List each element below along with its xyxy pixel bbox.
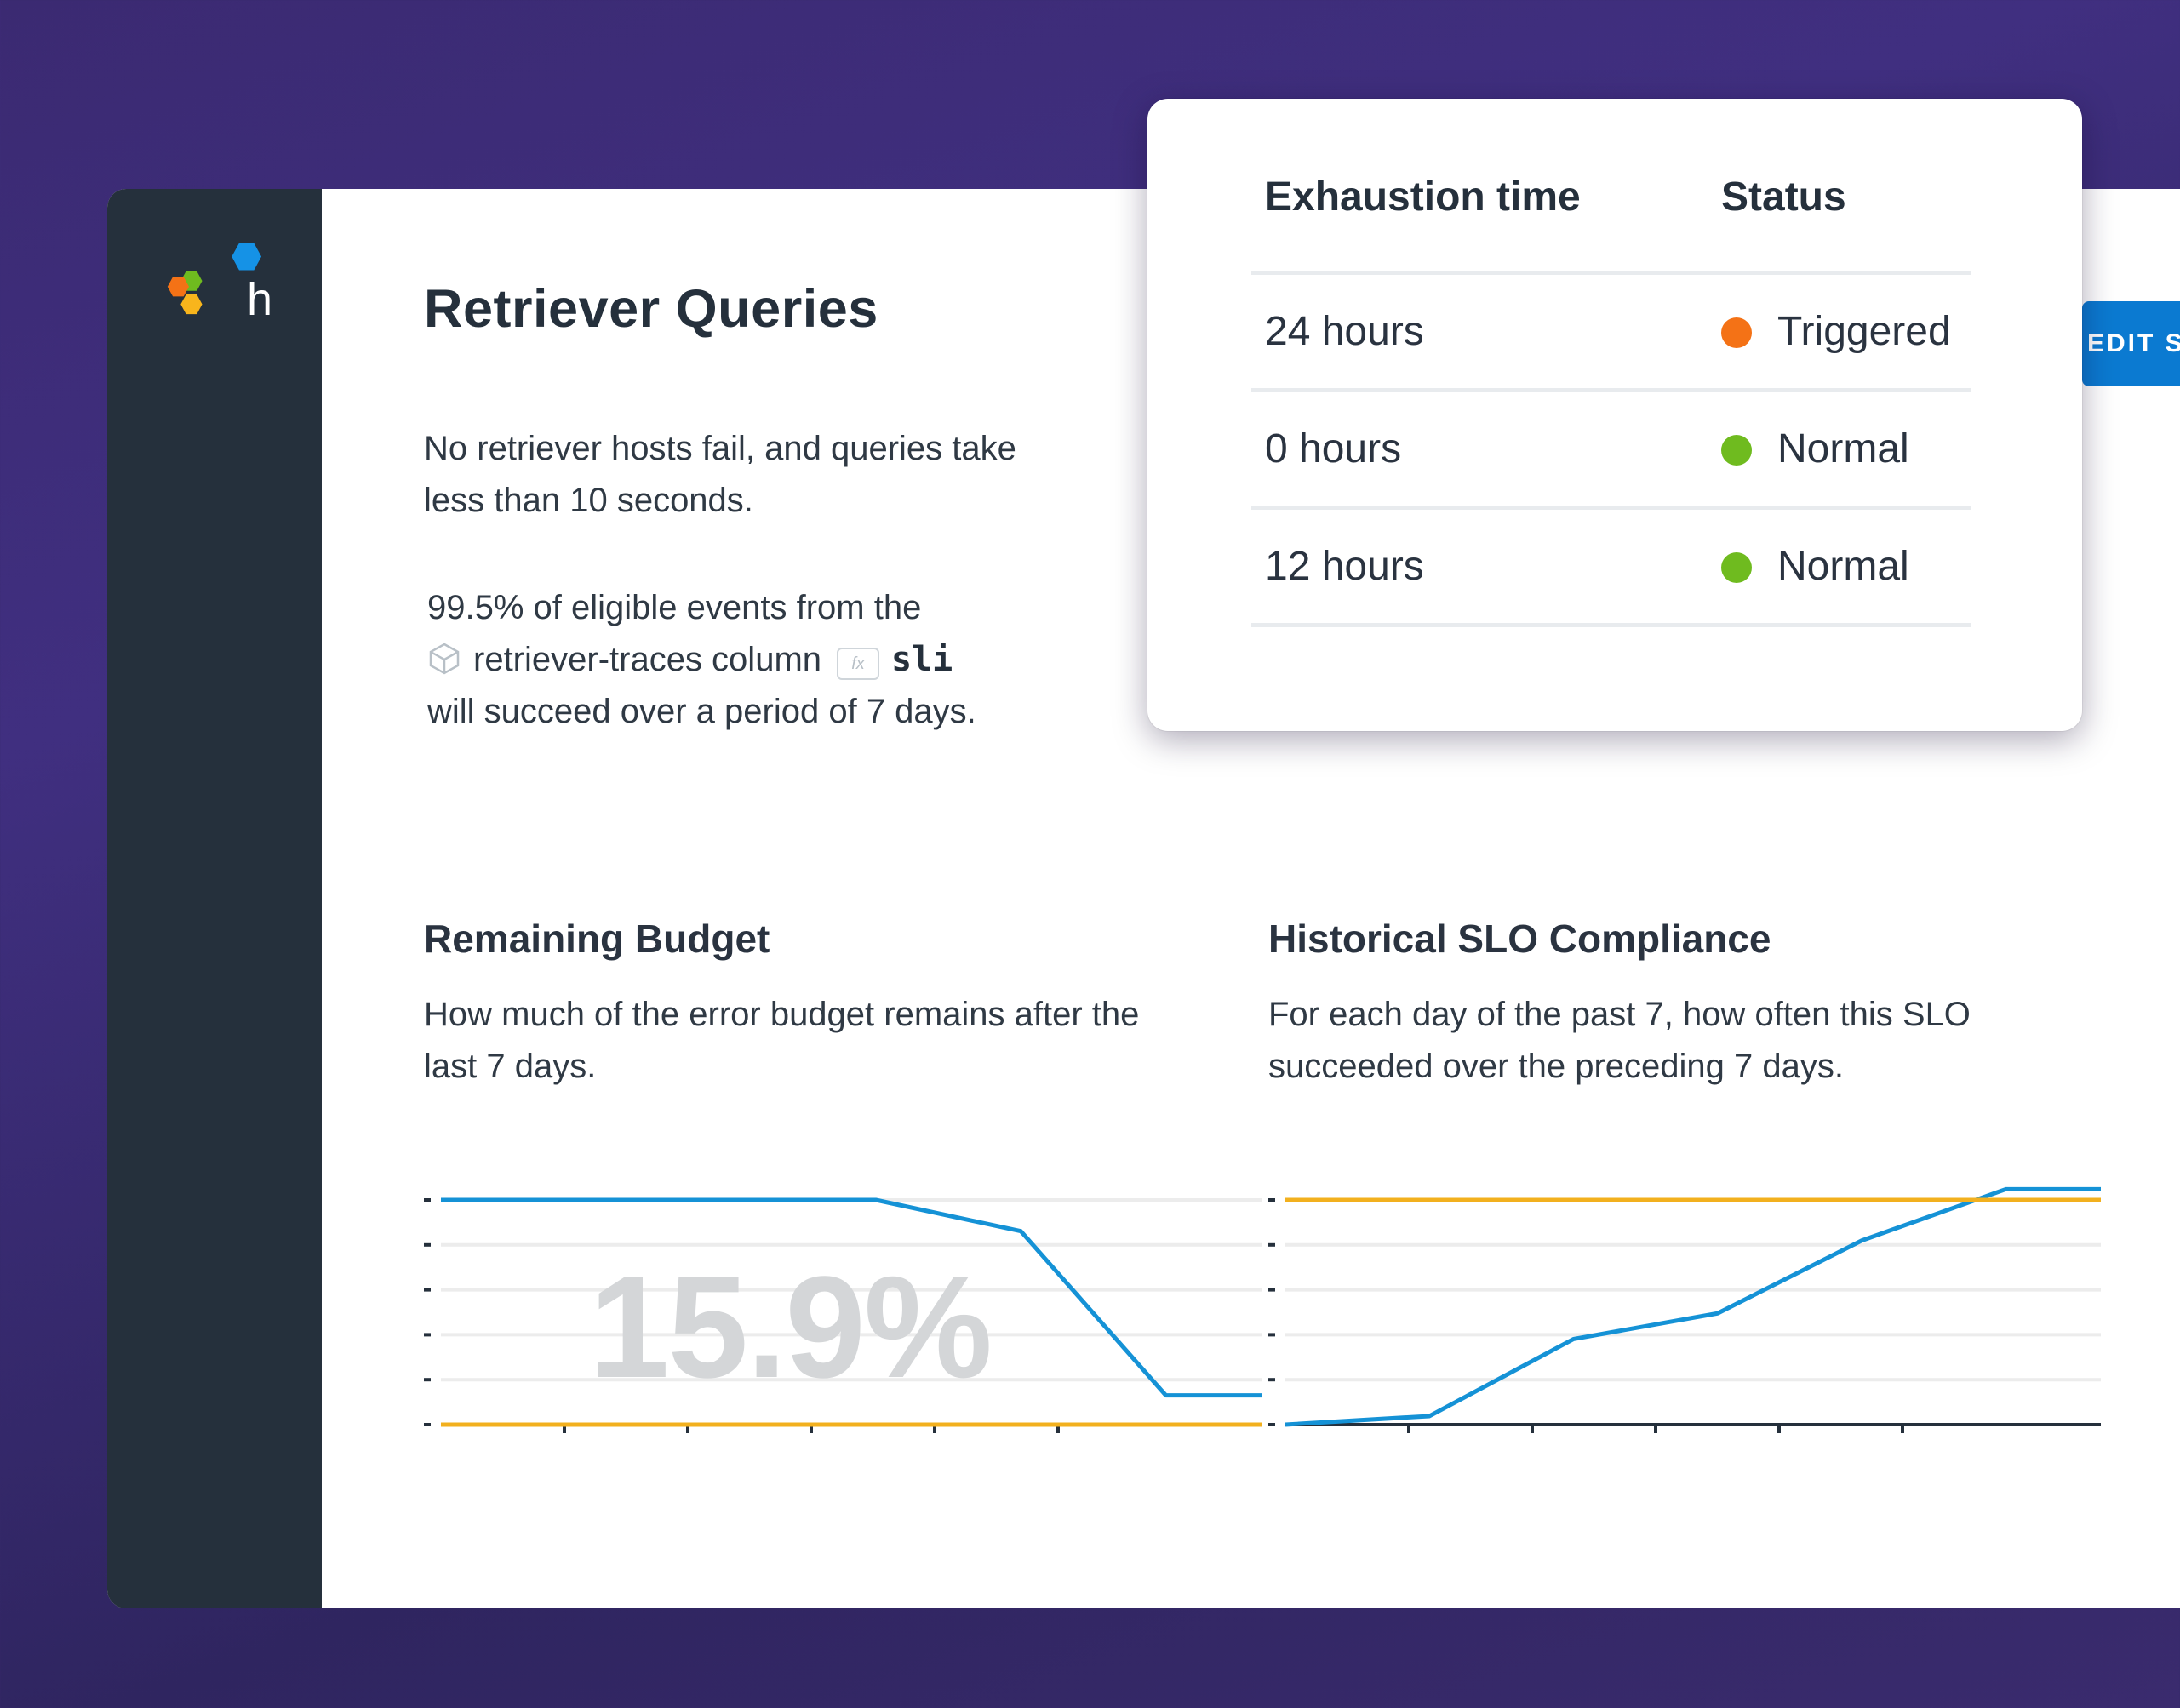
historical-compliance-description: For each day of the past 7, how often th… [1268, 996, 1971, 1085]
remaining-budget-chart[interactable] [414, 1185, 1265, 1457]
table-row: 12 hours Normal [1251, 507, 1971, 627]
status-label: Normal [1777, 426, 1909, 471]
status-dot-icon [1721, 552, 1752, 583]
svg-text:h: h [247, 274, 272, 325]
target-line-2: retriever-traces column fx sli [427, 634, 1193, 686]
page-title: Retriever Queries [424, 279, 878, 339]
remaining-budget-value: 15.9% [589, 1247, 993, 1408]
table-row: 24 hours Triggered [1251, 272, 1971, 392]
historical-compliance-title: Historical SLO Compliance [1268, 917, 1771, 961]
remaining-budget-description: How much of the error budget remains aft… [424, 996, 1140, 1085]
target-line-1: 99.5% of eligible events from the [427, 589, 922, 626]
status-dot-icon [1721, 435, 1752, 466]
status-dot-icon [1721, 317, 1752, 348]
status-label: Normal [1777, 544, 1909, 589]
exhaustion-time-cell: 12 hours [1251, 507, 1708, 627]
status-cell: Normal [1708, 390, 1971, 510]
historical-compliance-chart[interactable] [1258, 1185, 2109, 1457]
remaining-budget-title: Remaining Budget [424, 917, 770, 961]
sli-column[interactable]: sli [891, 640, 953, 679]
exhaustion-time-cell: 24 hours [1251, 272, 1708, 392]
series-line-measured [1285, 1186, 2101, 1427]
status-cell: Triggered [1708, 272, 1971, 392]
sidebar: h [107, 189, 322, 1608]
table-row: 0 hours Normal [1251, 390, 1971, 510]
honeycomb-logo-icon[interactable]: h [158, 238, 278, 357]
dataset-icon [429, 643, 460, 675]
slo-target-definition: 99.5% of eligible events from the retrie… [427, 582, 1193, 738]
fx-icon: fx [837, 648, 880, 680]
exhaustion-time-cell: 0 hours [1251, 390, 1708, 510]
series-line-measured [441, 1197, 1262, 1398]
edit-slo-button[interactable]: EDIT SLO [2082, 301, 2180, 386]
column-header-status: Status [1708, 174, 1971, 275]
dataset-column-name[interactable]: retriever-traces column [473, 641, 822, 678]
status-cell: Normal [1708, 507, 1971, 627]
status-label: Triggered [1777, 309, 1951, 354]
target-line-3: will succeed over a period of 7 days. [427, 693, 976, 730]
exhaustion-status-card: Exhaustion time Status 24 hours Triggere… [1147, 99, 2082, 731]
table-header-row: Exhaustion time Status [1251, 174, 1971, 275]
exhaustion-table: Exhaustion time Status 24 hours Triggere… [1251, 174, 1971, 627]
slo-description: No retriever hosts fail, and queries tak… [424, 430, 1016, 519]
column-header-exhaustion-time: Exhaustion time [1251, 174, 1708, 275]
